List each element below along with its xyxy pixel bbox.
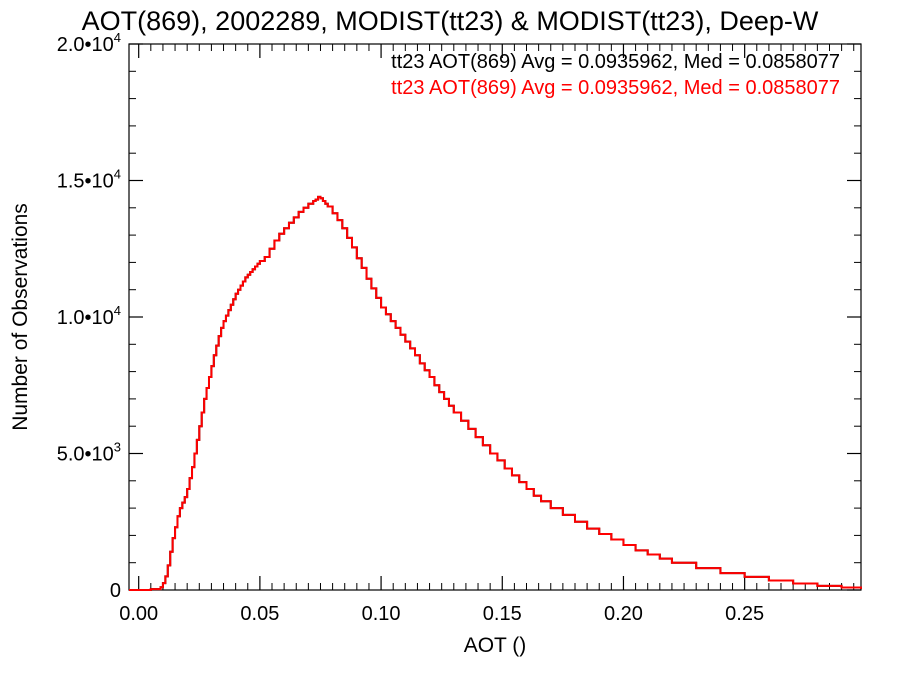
x-axis-label: AOT () [464, 634, 527, 657]
x-tick-label: 0.10 [362, 603, 401, 625]
series-layer [129, 195, 862, 591]
series-line-1 [129, 195, 862, 591]
x-tick-label: 0.25 [725, 603, 764, 625]
y-tick-labels: 0 5.0•103 1.0•104 1.5•104 2.0•104 [57, 30, 121, 602]
annotation-black: tt23 AOT(869) Avg = 0.0935962, Med = 0.0… [391, 51, 840, 73]
y-tick-label: 1.5•104 [57, 167, 121, 193]
x-tick-label: 0.15 [483, 603, 522, 625]
y-tick-label: 1.0•104 [57, 303, 121, 329]
y-tick-label: 5.0•103 [57, 440, 121, 466]
series-line-0 [129, 195, 862, 591]
y-tick-label: 2.0•104 [57, 30, 121, 56]
chart-title: AOT(869), 2002289, MODIST(tt23) & MODIST… [82, 6, 819, 36]
x-tick-label: 0.20 [604, 603, 643, 625]
x-tick-label: 0.00 [119, 603, 158, 625]
x-tick-label: 0.05 [240, 603, 279, 625]
annotation-red: tt23 AOT(869) Avg = 0.0935962, Med = 0.0… [391, 77, 840, 99]
axis-ticks [129, 43, 861, 591]
y-axis-label: Number of Observations [9, 203, 32, 431]
plot-frame [128, 43, 862, 591]
y-tick-label: 0 [110, 580, 121, 602]
x-tick-labels: 0.00 0.05 0.10 0.15 0.20 0.25 [119, 603, 764, 625]
